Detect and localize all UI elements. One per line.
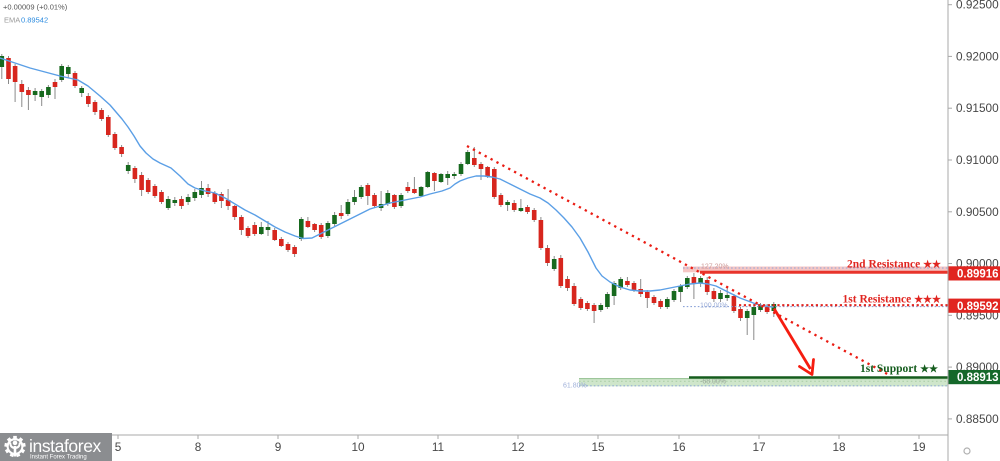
svg-text:1st Resistance ★★★: 1st Resistance ★★★ (843, 293, 941, 305)
svg-text:0.92500: 0.92500 (956, 0, 999, 12)
svg-text:16: 16 (672, 440, 686, 454)
svg-text:11: 11 (432, 440, 444, 454)
svg-text:10: 10 (351, 440, 365, 454)
svg-text:12: 12 (511, 440, 524, 454)
svg-text:0.89542: 0.89542 (21, 16, 48, 25)
svg-text:61.80%: 61.80% (563, 383, 587, 390)
svg-text:2nd Resistance ★★: 2nd Resistance ★★ (847, 258, 941, 270)
svg-text:17: 17 (752, 440, 765, 454)
svg-text:0.90500: 0.90500 (956, 205, 999, 219)
svg-text:18: 18 (832, 440, 846, 454)
svg-text:+0.00009 (+0.01%): +0.00009 (+0.01%) (3, 3, 68, 12)
svg-text:Instant Forex Trading: Instant Forex Trading (30, 454, 87, 460)
svg-text:0.89916: 0.89916 (957, 269, 999, 281)
svg-text:100.00%: 100.00% (700, 303, 728, 310)
svg-text:instaforex: instaforex (29, 436, 102, 456)
svg-text:127.20%: 127.20% (701, 263, 729, 270)
svg-text:-68.00%: -68.00% (700, 378, 726, 385)
svg-text:0.88500: 0.88500 (956, 412, 999, 426)
svg-text:0.91500: 0.91500 (956, 101, 999, 115)
svg-text:0.89592: 0.89592 (957, 301, 999, 313)
svg-text:EMA: EMA (4, 16, 20, 25)
svg-text:0.91000: 0.91000 (956, 153, 999, 167)
svg-text:0.92000: 0.92000 (956, 49, 999, 63)
svg-text:8: 8 (195, 440, 202, 454)
svg-text:0.88913: 0.88913 (957, 372, 999, 384)
svg-text:1st Support ★★: 1st Support ★★ (860, 363, 938, 375)
svg-text:9: 9 (275, 440, 282, 454)
svg-text:19: 19 (912, 440, 925, 454)
svg-text:15: 15 (591, 440, 605, 454)
svg-text:5: 5 (115, 440, 122, 454)
